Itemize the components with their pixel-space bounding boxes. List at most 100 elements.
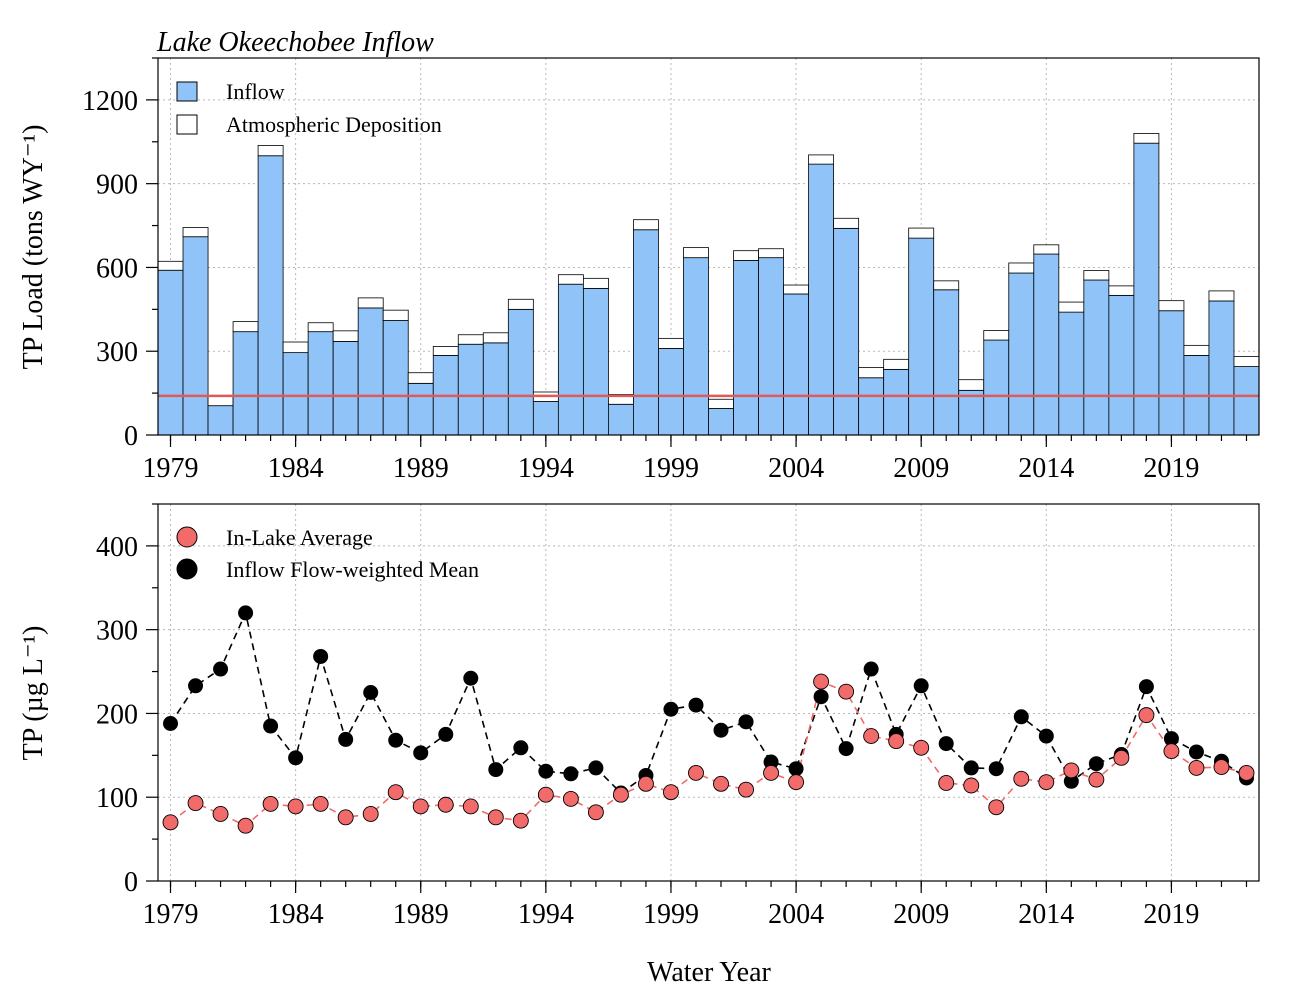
legend-swatch-inflow — [176, 81, 198, 102]
bar-inflow — [1208, 300, 1235, 436]
bar-atmospheric-deposition — [1183, 344, 1210, 356]
point-in-lake-average — [1038, 774, 1055, 791]
point-in-lake-average — [187, 795, 204, 812]
point-inflow-fwm — [913, 678, 929, 694]
point-in-lake-average — [312, 795, 329, 812]
point-inflow-fwm — [963, 760, 979, 776]
point-in-lake-average — [387, 784, 404, 801]
tp-y-tick-label: 0 — [124, 867, 138, 898]
point-in-lake-average — [1188, 759, 1205, 776]
point-inflow-fwm — [713, 722, 729, 738]
bar-atmospheric-deposition — [332, 330, 359, 342]
load-y-tick-label: 0 — [124, 421, 138, 452]
bar-atmospheric-deposition — [708, 398, 734, 409]
legend-swatch-atmospheric-deposition — [176, 114, 198, 135]
bar-inflow — [507, 308, 534, 436]
point-in-lake-average — [512, 812, 529, 829]
point-in-lake-average — [587, 804, 604, 821]
point-in-lake-average — [237, 817, 254, 834]
bar-inflow — [858, 377, 885, 436]
point-inflow-fwm — [213, 661, 229, 677]
load-y-tick-label: 600 — [96, 253, 138, 284]
point-inflow-fwm — [163, 715, 179, 731]
point-inflow-fwm — [438, 726, 454, 742]
point-inflow-fwm — [288, 750, 304, 766]
point-inflow-fwm — [188, 678, 204, 694]
bar-inflow — [532, 401, 559, 436]
point-in-lake-average — [337, 809, 354, 826]
bar-atmospheric-deposition — [733, 250, 759, 261]
bar-atmospheric-deposition — [758, 248, 784, 259]
point-in-lake-average — [988, 799, 1005, 816]
point-inflow-fwm — [738, 714, 754, 730]
point-inflow-fwm — [263, 718, 279, 734]
legend-tp: In-Lake Average Inflow Flow-weighted Mean — [176, 525, 479, 582]
point-inflow-fwm — [763, 754, 779, 770]
point-inflow-fwm — [1063, 773, 1079, 789]
legend-marker-in-lake-average — [176, 526, 198, 548]
point-in-lake-average — [713, 775, 729, 792]
bar-inflow — [833, 227, 860, 436]
bar-atmospheric-deposition — [457, 334, 484, 345]
point-inflow-fwm — [1188, 744, 1204, 760]
bar-atmospheric-deposition — [207, 396, 234, 407]
bar-inflow — [307, 331, 334, 436]
bar-atmospheric-deposition — [232, 321, 259, 333]
point-inflow-fwm — [513, 740, 529, 756]
bar-atmospheric-deposition — [1033, 244, 1060, 255]
point-inflow-fwm — [413, 745, 429, 761]
point-in-lake-average — [863, 728, 880, 745]
bar-atmospheric-deposition — [783, 284, 809, 295]
tp-y-tick-label: 300 — [96, 616, 138, 647]
point-in-lake-average — [663, 784, 679, 801]
tp-x-tick-label: 2004 — [768, 899, 824, 930]
top-panel-load-chart: 0 300 600 900 1200 1979 1984 1989 1994 1999 2004 20… — [82, 57, 1260, 484]
load-plot-frame — [157, 57, 1260, 436]
bottom-panel-concentration-chart: 0 100 200 300 400 1979 1984 1989 1994 1999 2004 200… — [96, 503, 1260, 930]
point-in-lake-average — [1163, 743, 1180, 760]
point-in-lake-average — [938, 775, 955, 791]
point-inflow-fwm — [338, 731, 354, 747]
bar-inflow — [933, 289, 960, 436]
bar-atmospheric-deposition — [1083, 270, 1110, 281]
bar-inflow — [282, 352, 309, 436]
bar-inflow — [1008, 272, 1035, 436]
point-inflow-fwm — [938, 736, 954, 752]
bar-atmospheric-deposition — [1008, 262, 1035, 274]
point-inflow-fwm — [1163, 731, 1179, 747]
bar-inflow — [808, 163, 835, 436]
bar-inflow — [1133, 142, 1160, 436]
bar-inflow — [357, 307, 384, 436]
legend-load: Inflow Atmospheric Deposition — [176, 79, 442, 137]
point-inflow-fwm — [813, 689, 829, 705]
bar-atmospheric-deposition — [557, 274, 584, 285]
point-in-lake-average — [212, 806, 229, 822]
bar-inflow — [608, 403, 634, 436]
bar-atmospheric-deposition — [257, 145, 284, 157]
bar-inflow — [1058, 311, 1085, 436]
bar-inflow — [182, 236, 209, 436]
bar-atmospheric-deposition — [883, 358, 910, 370]
point-in-lake-average — [487, 809, 504, 826]
point-inflow-fwm — [788, 761, 804, 777]
bar-inflow — [983, 339, 1010, 436]
bar-inflow — [457, 343, 484, 436]
bar-atmospheric-deposition — [983, 330, 1010, 341]
bar-atmospheric-deposition — [808, 154, 835, 165]
y-axis-title-load: TP Load (tons WY⁻¹) — [18, 125, 49, 370]
bar-atmospheric-deposition — [582, 277, 609, 289]
bar-inflow — [407, 382, 434, 436]
point-in-lake-average — [1013, 770, 1030, 787]
point-in-lake-average — [738, 781, 754, 798]
tp-x-tick-label: 1999 — [643, 899, 699, 930]
bar-atmospheric-deposition — [1208, 290, 1235, 302]
bar-inflow — [633, 229, 659, 436]
point-in-lake-average — [888, 733, 905, 750]
load-x-tick-label: 1979 — [143, 453, 199, 484]
point-in-lake-average — [1138, 707, 1155, 724]
bar-atmospheric-deposition — [658, 337, 684, 349]
point-inflow-fwm — [1013, 709, 1029, 725]
bar-inflow — [232, 331, 259, 436]
bar-atmospheric-deposition — [432, 346, 459, 356]
tp-x-tick-label: 1994 — [518, 899, 574, 930]
